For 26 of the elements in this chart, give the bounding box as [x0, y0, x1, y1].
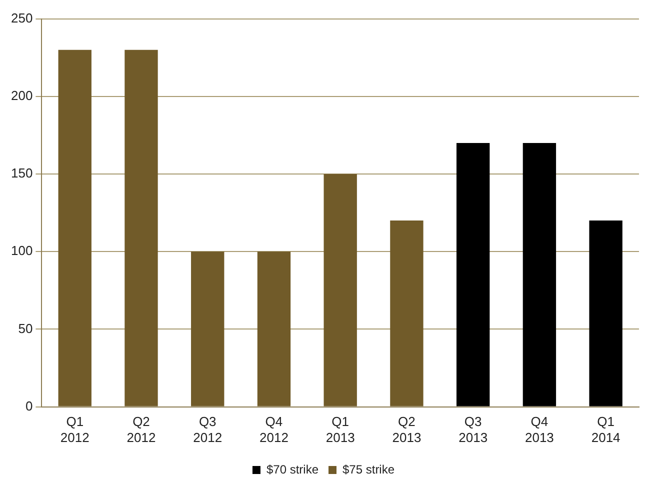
y-tick-label: 150	[10, 166, 33, 181]
bar	[324, 174, 357, 406]
y-tick-label: 200	[10, 88, 33, 103]
x-tick-label: Q1 2012	[60, 414, 90, 445]
x-tick-label: Q1 2013	[326, 414, 355, 445]
bar	[522, 142, 556, 406]
x-tick-label: Q3 2012	[193, 414, 222, 445]
bar	[58, 50, 92, 406]
y-tick-label: 0	[25, 398, 33, 414]
bar	[124, 50, 158, 406]
x-tick-label: Q2 2012	[126, 414, 156, 445]
x-tick-label: Q4 2012	[260, 414, 288, 445]
bar	[257, 252, 291, 406]
x-tick-label: Q3 2013	[458, 414, 488, 445]
x-tick-label: Q1 2014	[591, 414, 620, 445]
legend-label: $70 strike	[266, 462, 319, 476]
bar	[191, 252, 224, 406]
bar	[390, 220, 424, 406]
bar	[456, 142, 490, 406]
x-tick-label: Q4 2013	[524, 414, 554, 445]
y-tick-label: 50	[18, 320, 33, 336]
x-tick-label: Q2 2013	[392, 414, 422, 445]
bar	[589, 220, 622, 406]
y-tick-label: 250	[10, 10, 33, 26]
y-tick-label: 100	[10, 243, 33, 258]
legend-label: $75 strike	[342, 462, 395, 476]
